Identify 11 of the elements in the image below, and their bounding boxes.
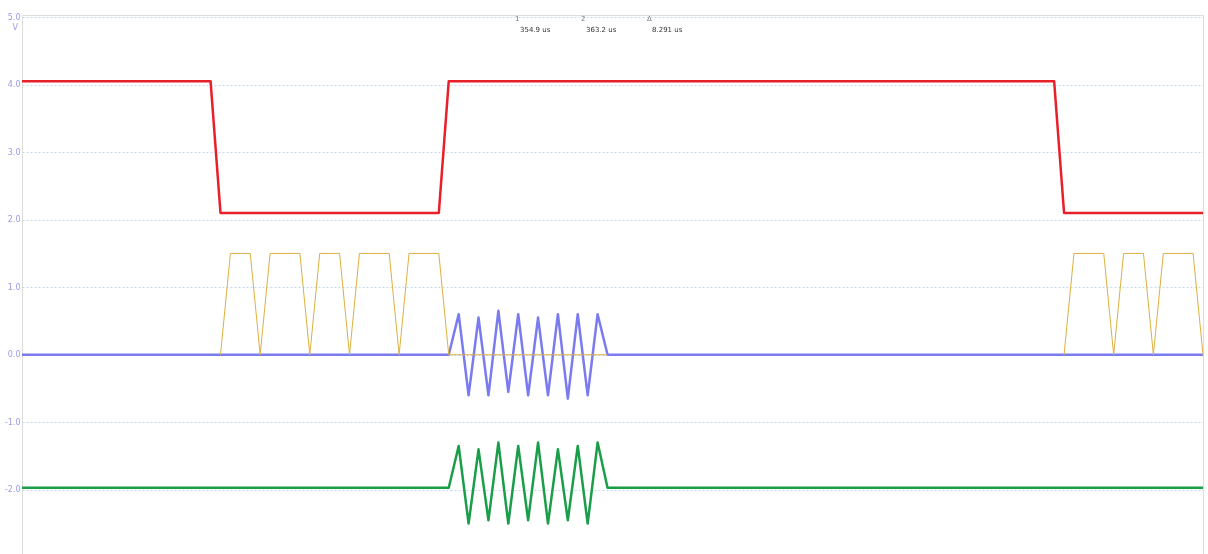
y-axis-title: V [12,23,19,32]
y-tick-label: 4.0 [7,80,21,90]
line-series [20,309,1205,400]
y-tick-label: 1.0 [7,282,21,292]
y-tick-label: 3.0 [7,147,21,157]
line-series [20,441,1205,525]
y-tick-label: -2.0 [4,485,21,495]
y-tick-label: 0.0 [7,350,21,360]
y-tick-label: 2.0 [7,215,21,225]
y-tick-label: 5.0 [7,12,21,22]
y-tick-label: -1.0 [4,417,21,427]
